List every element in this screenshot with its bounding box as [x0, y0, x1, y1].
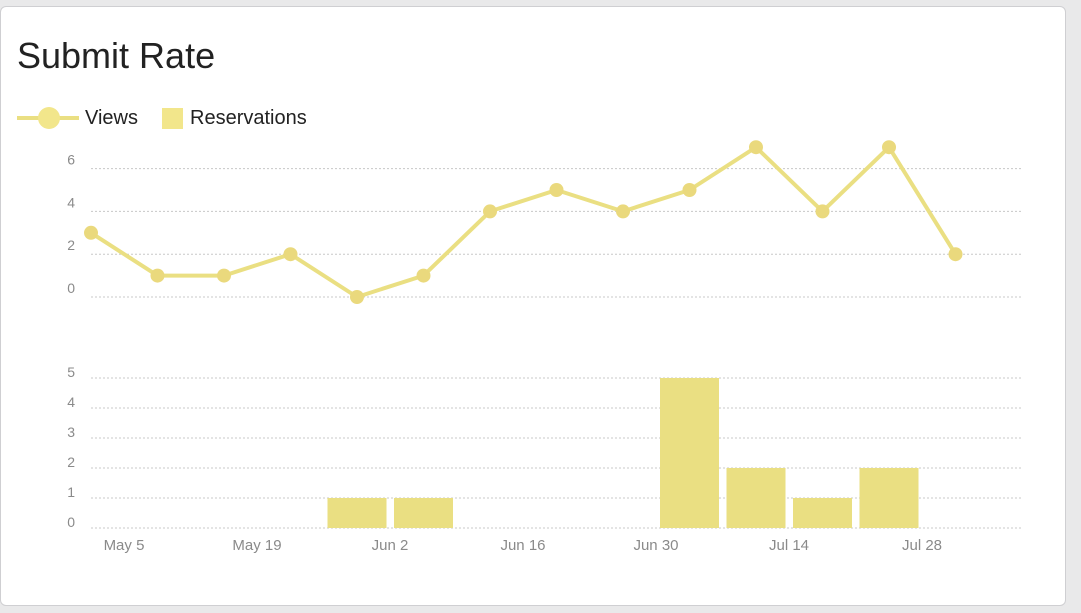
y-tick-label-bottom: 0	[67, 514, 75, 530]
point-views	[749, 140, 763, 155]
point-views	[948, 247, 963, 262]
y-tick-label-bottom: 1	[67, 484, 75, 500]
point-views	[815, 204, 830, 219]
bar-reservations	[660, 378, 719, 528]
x-tick-label: Jun 16	[500, 537, 545, 554]
chart-card: Submit Rate Views Reservations	[0, 6, 1066, 606]
y-tick-label-top: 4	[67, 194, 75, 210]
y-tick-label-bottom: 4	[67, 394, 75, 410]
point-views	[283, 247, 298, 262]
legend-line-swatch	[17, 107, 79, 129]
chart-title: Submit Rate	[17, 35, 216, 76]
y-tick-label-bottom: 5	[67, 364, 75, 380]
point-views	[350, 290, 364, 304]
x-tick-label: Jun 2	[372, 537, 409, 554]
y-tick-label-top: 6	[67, 152, 75, 168]
point-views	[150, 268, 165, 283]
y-tick-label-top: 2	[67, 237, 75, 253]
point-views	[217, 268, 231, 283]
point-views	[84, 225, 98, 240]
x-tick-label: Jul 14	[769, 537, 809, 554]
x-tick-label: May 5	[104, 537, 145, 554]
point-views	[882, 140, 896, 155]
line-views	[89, 145, 958, 299]
legend-item-reservations[interactable]: Reservations	[162, 107, 307, 130]
y-tick-label-top: 0	[67, 280, 75, 296]
x-tick-label: Jun 30	[633, 537, 678, 554]
point-views	[682, 183, 697, 197]
legend-label-views: Views	[85, 106, 138, 129]
bar-reservations	[793, 498, 852, 528]
chart-legend: Views Reservations	[17, 102, 331, 134]
x-tick-label: Jul 28	[902, 537, 942, 554]
point-views	[483, 204, 497, 219]
legend-box-swatch	[162, 107, 183, 129]
x-tick-label: May 19	[232, 537, 281, 554]
bar-reservations	[327, 498, 387, 528]
bar-reservations	[859, 468, 919, 528]
legend-item-views[interactable]: Views	[17, 107, 138, 130]
y-tick-label-bottom: 2	[67, 454, 75, 470]
bar-reservations	[726, 468, 786, 528]
y-tick-label-bottom: 3	[67, 424, 75, 440]
point-views	[549, 183, 564, 197]
legend-label-reservations: Reservations	[190, 106, 307, 129]
point-views	[416, 268, 431, 283]
bar-reservations	[394, 498, 453, 528]
point-views	[616, 204, 630, 219]
